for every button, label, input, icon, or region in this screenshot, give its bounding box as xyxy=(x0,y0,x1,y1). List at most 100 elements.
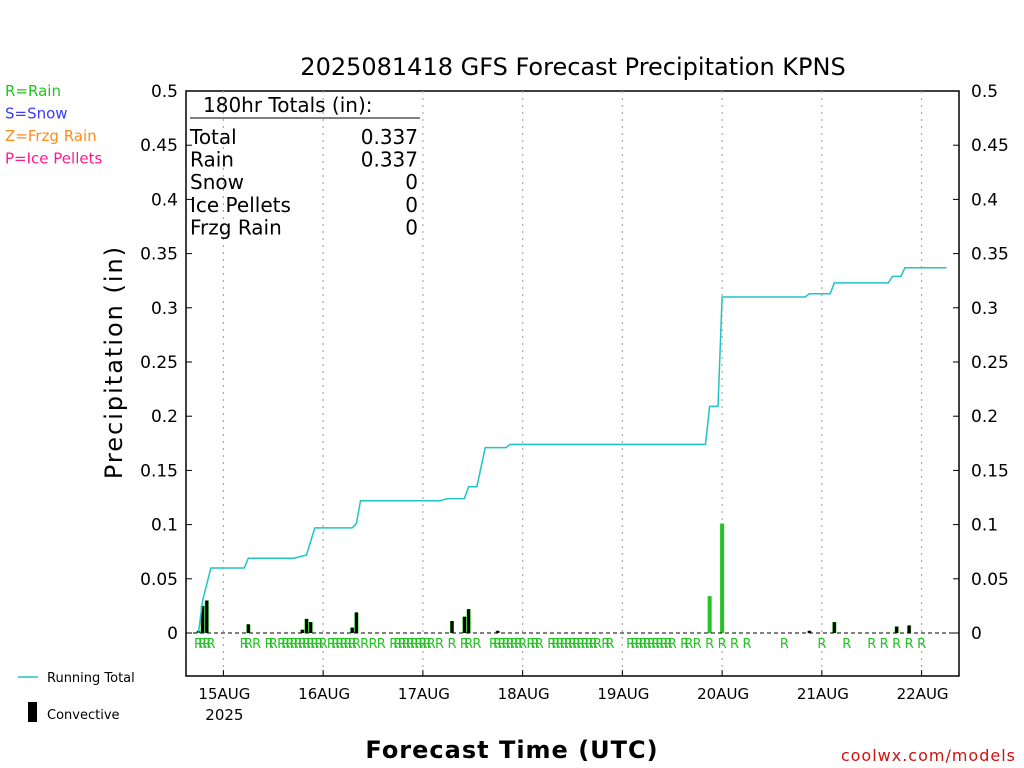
ptype-mark: R xyxy=(302,637,311,652)
x-tick-label: 22AUG xyxy=(897,685,949,703)
ptype-mark: R xyxy=(842,637,851,652)
x-axis: 15AUG 16AUG 17AUG 18AUG 19AUG 20AUG 21AUG 22AUG… xyxy=(198,670,949,724)
y-tick-label: 0.35 xyxy=(971,245,1009,265)
y-axis-label: Precipitation (in) xyxy=(100,245,128,479)
ptype-mark: R xyxy=(290,637,299,652)
convective-bar xyxy=(205,600,209,633)
gridlines xyxy=(222,91,923,676)
ptype-mark: R xyxy=(194,637,203,652)
ptype-mark: R xyxy=(414,637,423,652)
ptype-mark: R xyxy=(306,637,315,652)
legend-running-total-label: Running Total xyxy=(47,671,135,686)
ptype-mark: R xyxy=(730,637,739,652)
ptype-mark: R xyxy=(418,637,427,652)
ptype-mark: R xyxy=(464,637,473,652)
convective-bar xyxy=(450,621,454,633)
ptype-mark: R xyxy=(206,637,215,652)
ptype-mark: R xyxy=(639,637,648,652)
y-axis-left: 0 0.05 0.1 0.15 0.2 0.25 0.3 0.35 0.4 0.45 0.5 xyxy=(140,82,192,644)
y-tick-label: 0.5 xyxy=(971,82,998,102)
ptype-mark: R xyxy=(406,637,415,652)
ptype-mark: R xyxy=(360,637,369,652)
y-axis-right: 0 0.05 0.1 0.15 0.2 0.25 0.3 0.35 0.4 0.45 0.5 xyxy=(953,82,1009,644)
x-year-label: 2025 xyxy=(205,706,243,724)
ptype-mark: R xyxy=(393,637,402,652)
x-tick-label: 17AUG xyxy=(398,685,450,703)
convective-bar xyxy=(807,630,811,633)
y-tick-label: 0.2 xyxy=(151,407,178,427)
convective-bar xyxy=(462,616,466,633)
totals-row-label: Total xyxy=(189,125,237,149)
chart-title: 2025081418 GFS Forecast Precipitation KP… xyxy=(300,53,845,81)
ptype-legend-item: S=Snow xyxy=(5,105,68,123)
ptype-mark: R xyxy=(298,637,307,652)
ptype-mark: R xyxy=(535,637,544,652)
totals-row-label: Rain xyxy=(190,148,234,172)
ptype-mark: R xyxy=(743,637,752,652)
ptype-mark: R xyxy=(585,637,594,652)
ptype-mark: R xyxy=(510,637,519,652)
y-tick-label: 0.4 xyxy=(971,190,998,210)
plot-frame xyxy=(185,90,960,677)
totals-row-value: 0 xyxy=(405,170,418,194)
y-tick-label: 0.45 xyxy=(971,136,1009,156)
ptype-mark: R xyxy=(198,637,207,652)
ptype-mark: R xyxy=(531,637,540,652)
ptype-legend-item: P=Ice Pellets xyxy=(5,150,102,168)
credit-text: coolwx.com/models xyxy=(841,746,1016,765)
y-tick-label: 0.45 xyxy=(140,136,178,156)
ptype-mark: R xyxy=(285,637,294,652)
y-tick-label: 0 xyxy=(167,624,178,644)
x-tick-label: 16AUG xyxy=(298,685,350,703)
ptype-mark: R xyxy=(589,637,598,652)
ptype-mark: R xyxy=(348,637,357,652)
ptype-mark: R xyxy=(572,637,581,652)
ptype-mark: R xyxy=(447,637,456,652)
ptype-mark: R xyxy=(352,637,361,652)
ptype-mark: R xyxy=(780,637,789,652)
ptype-mark: R xyxy=(202,637,211,652)
ptype-mark: R xyxy=(560,637,569,652)
totals-row-label: Frzg Rain xyxy=(190,215,282,239)
ptype-mark: R xyxy=(684,637,693,652)
ptype-mark: R xyxy=(314,637,323,652)
convective-bar xyxy=(354,612,358,633)
ptype-mark: R xyxy=(252,637,261,652)
ptype-mark: R xyxy=(319,637,328,652)
ptype-mark: R xyxy=(327,637,336,652)
ptype-mark: R xyxy=(240,637,249,652)
y-tick-label: 0 xyxy=(971,624,982,644)
ptype-mark: R xyxy=(634,637,643,652)
ptype-mark: R xyxy=(693,637,702,652)
totals-row-value: 0.337 xyxy=(361,125,418,149)
ptype-mark: R xyxy=(580,637,589,652)
ptype-mark: R xyxy=(501,637,510,652)
x-tick-label: 20AUG xyxy=(697,685,749,703)
totals-row-label: Snow xyxy=(190,170,244,194)
ptype-legend-item: Z=Frzg Rain xyxy=(5,127,97,145)
ptype-mark: R xyxy=(664,637,673,652)
ptype-mark: R xyxy=(506,637,515,652)
convective-bar xyxy=(832,622,836,633)
convective-bar xyxy=(350,627,354,633)
ptype-mark: R xyxy=(576,637,585,652)
totals-box: 180hr Totals (in): Total 0.337 Rain 0.337 Sn… xyxy=(189,93,420,239)
x-tick-label: 21AUG xyxy=(797,685,849,703)
ptype-mark: R xyxy=(402,637,411,652)
ptype-mark: R xyxy=(294,637,303,652)
ptype-mark: R xyxy=(647,637,656,652)
ptype-mark: R xyxy=(269,637,278,652)
y-tick-label: 0.3 xyxy=(151,299,178,319)
totals-row-value: 0.337 xyxy=(361,148,418,172)
y-tick-label: 0.4 xyxy=(151,190,178,210)
x-tick-label: 19AUG xyxy=(597,685,649,703)
ptype-mark: R xyxy=(547,637,556,652)
ptype-mark: R xyxy=(265,637,274,652)
totals-row-value: 0 xyxy=(405,193,418,217)
ptype-mark: R xyxy=(556,637,565,652)
precip-type-legend: R=Rain S=Snow Z=Frzg Rain P=Ice Pellets xyxy=(5,82,102,168)
ptype-mark: R xyxy=(244,637,253,652)
ptype-legend-item: R=Rain xyxy=(5,82,61,100)
ptype-mark: R xyxy=(892,637,901,652)
ptype-mark: R xyxy=(880,637,889,652)
